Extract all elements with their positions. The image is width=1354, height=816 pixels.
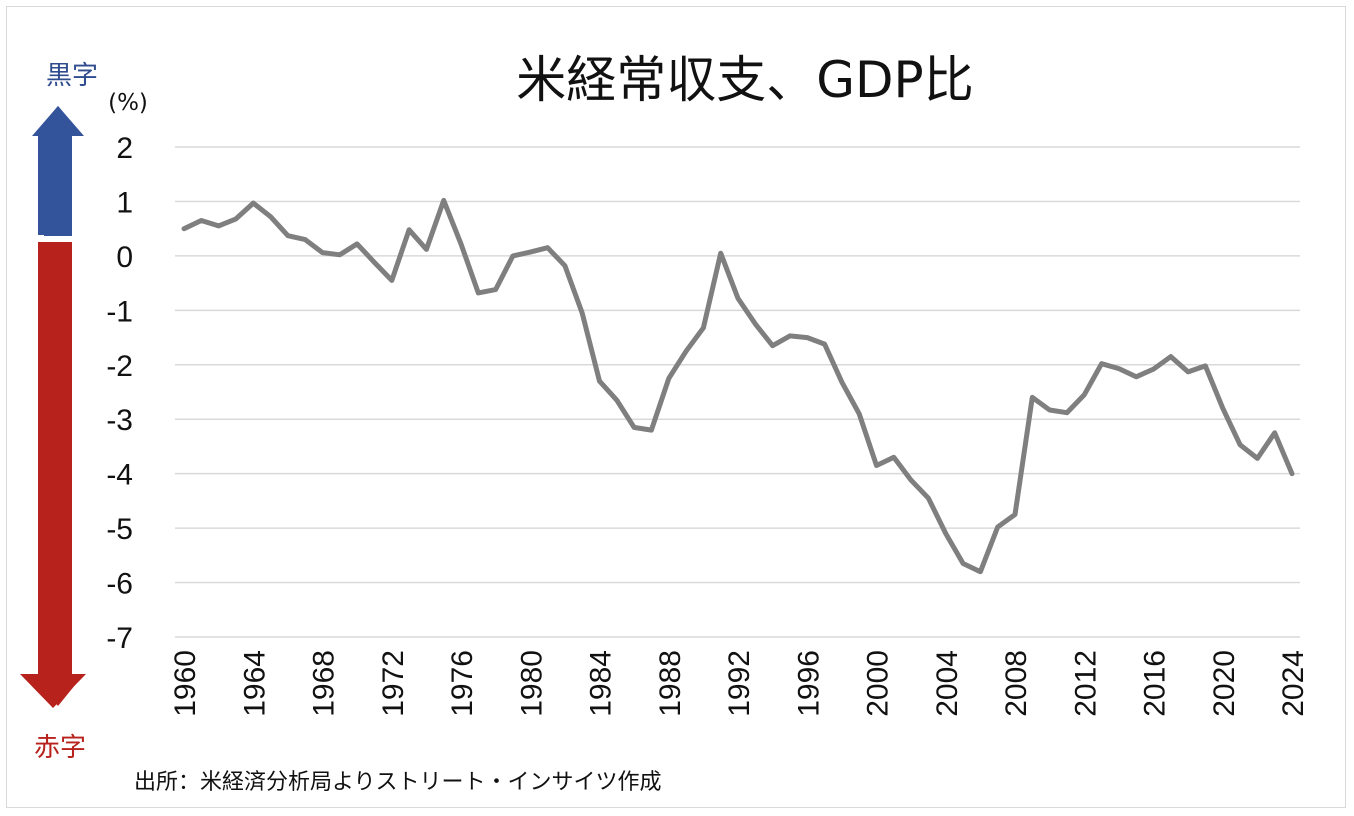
chart-title: 米経常収支、GDP比	[516, 51, 973, 109]
y-tick-label: -5	[106, 513, 133, 546]
x-tick-label: 2016	[1139, 650, 1172, 717]
x-tick-label: 1996	[792, 650, 825, 717]
series-layer	[181, 197, 1295, 575]
chart-frame	[6, 6, 1346, 808]
x-tick-label: 1968	[308, 650, 341, 717]
y-tick-label: -1	[106, 295, 133, 328]
surplus-label: 黒字	[46, 61, 98, 91]
x-tick-label: 1972	[377, 650, 410, 717]
x-tick-label: 1984	[585, 650, 618, 717]
x-tick-label: 2012	[1069, 650, 1102, 717]
y-axis-ticks: 2 1 0 -1 -2 -3 -4 -5 -6 -7	[106, 132, 133, 655]
x-tick-label: 1960	[169, 650, 202, 717]
x-axis-ticks: 1960 1964 1968 1972 1976 1980 1984 1988 1992 1996…	[169, 650, 1310, 717]
x-tick-label: 1988	[654, 650, 687, 717]
deficit-label: 赤字	[34, 733, 86, 763]
x-tick-label: 1964	[238, 650, 271, 717]
y-tick-label: -7	[106, 622, 133, 655]
deficit-arrow-body	[20, 242, 86, 708]
x-tick-label: 1980	[515, 650, 548, 717]
y-tick-label: 1	[116, 186, 133, 219]
x-tick-label: 2024	[1277, 650, 1310, 717]
surplus-arrow-head	[32, 106, 84, 235]
x-tick-label: 1976	[446, 650, 479, 717]
source-note: 出所：米経済分析局よりストリート・インサイツ作成	[134, 770, 662, 795]
y-unit-label: (%)	[108, 90, 148, 116]
x-tick-label: 2004	[931, 650, 964, 717]
x-tick-label: 2008	[1000, 650, 1033, 717]
x-tick-label: 2020	[1208, 650, 1241, 717]
y-tick-label: -2	[106, 350, 133, 383]
gridlines	[175, 146, 1300, 638]
x-tick-label: 1992	[723, 650, 756, 717]
y-tick-label: -3	[106, 404, 133, 437]
x-tick-label: 2000	[862, 650, 895, 717]
y-tick-label: -4	[106, 459, 133, 492]
y-tick-label: -6	[106, 568, 133, 601]
y-tick-label: 2	[116, 132, 133, 165]
y-tick-label: 0	[116, 241, 133, 274]
